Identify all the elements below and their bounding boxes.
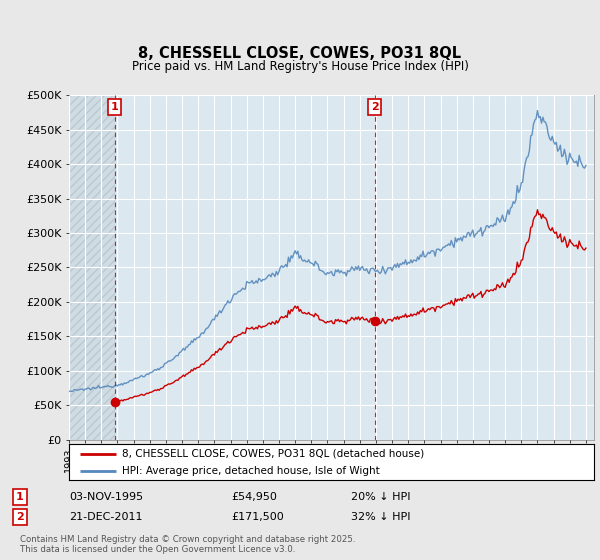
Text: Price paid vs. HM Land Registry's House Price Index (HPI): Price paid vs. HM Land Registry's House … xyxy=(131,59,469,73)
Text: 32% ↓ HPI: 32% ↓ HPI xyxy=(351,512,410,522)
Text: 21-DEC-2011: 21-DEC-2011 xyxy=(69,512,143,522)
Bar xyxy=(69,95,115,440)
Text: 8, CHESSELL CLOSE, COWES, PO31 8QL: 8, CHESSELL CLOSE, COWES, PO31 8QL xyxy=(139,46,461,60)
Text: 8, CHESSELL CLOSE, COWES, PO31 8QL (detached house): 8, CHESSELL CLOSE, COWES, PO31 8QL (deta… xyxy=(121,449,424,459)
Text: 03-NOV-1995: 03-NOV-1995 xyxy=(69,492,143,502)
Text: HPI: Average price, detached house, Isle of Wight: HPI: Average price, detached house, Isle… xyxy=(121,466,379,476)
Text: 2: 2 xyxy=(16,512,23,522)
Text: 1: 1 xyxy=(111,102,119,112)
Text: £54,950: £54,950 xyxy=(231,492,277,502)
Text: 20% ↓ HPI: 20% ↓ HPI xyxy=(351,492,410,502)
Text: 2: 2 xyxy=(371,102,379,112)
Text: £171,500: £171,500 xyxy=(231,512,284,522)
Text: Contains HM Land Registry data © Crown copyright and database right 2025.
This d: Contains HM Land Registry data © Crown c… xyxy=(20,535,355,554)
Text: 1: 1 xyxy=(16,492,23,502)
